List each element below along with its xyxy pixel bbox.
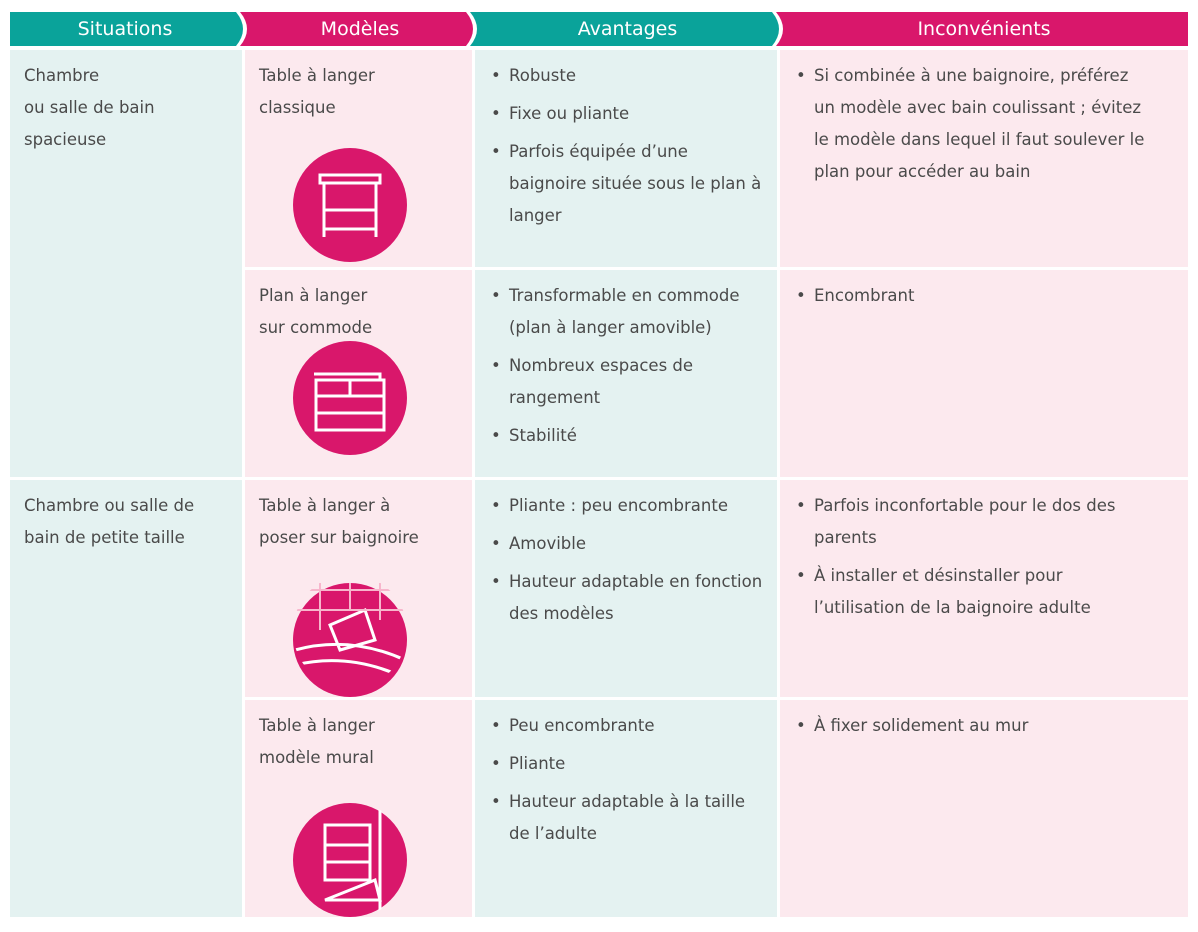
advantage-item: Amovible [489,528,763,560]
drawbacks-list: Parfois inconfortable pour le dos des pa… [794,490,1148,624]
model-name: sur commode [259,318,373,337]
drawbacks-cell: À fixer solidement au mur [780,700,1188,917]
drawbacks-list: À fixer solidement au mur [794,710,1148,742]
illustration [293,583,407,697]
situation-text: spacieuse [24,130,107,149]
advantage-item: Robuste [489,60,763,92]
drawback-item: Encombrant [794,280,1148,312]
header-cell: Situations [77,18,173,40]
header-bg [10,12,1188,46]
advantage-item: Nombreux espaces de rangement [489,350,763,414]
header-cell: Modèles [320,18,400,40]
model-name: classique [259,98,336,117]
advantages-list: Pliante : peu encombrante Amovible Hauteur… [489,490,763,630]
drawbacks-cell: Si combinée à une baignoire, préférez un… [780,50,1188,267]
advantage-item: Transformable en commode (plan à langer … [489,280,763,344]
drawbacks-cell: Parfois inconfortable pour le dos des pa… [780,480,1188,697]
advantages-cell: Transformable en commode (plan à langer … [475,270,777,477]
situation-text: Chambre [24,66,100,85]
model-name: modèle mural [259,748,374,767]
illustration [293,148,407,262]
drawback-item: Parfois inconfortable pour le dos des pa… [794,490,1148,554]
situation-text: Chambre ou salle de [24,496,195,515]
header-cell: Inconvénients [917,18,1051,40]
drawbacks-list: Encombrant [794,280,1148,312]
situation-text: ou salle de bain [24,98,155,117]
advantages-list: Peu encombrante Pliante Hauteur adaptable … [489,710,763,850]
model-name: Table à langer [259,716,375,735]
drawback-item: À fixer solidement au mur [794,710,1148,742]
header-cell: Avantages [577,18,678,40]
drawbacks-cell: Encombrant [780,270,1188,477]
advantage-item: Hauteur adaptable à la taille de l’adult… [489,786,763,850]
advantage-item: Stabilité [489,420,763,452]
advantage-item: Pliante [489,748,763,780]
drawbacks-list: Si combinée à une baignoire, préférez un… [794,60,1148,188]
model-name: Table à langer à [259,496,391,515]
situation-text: bain de petite taille [24,528,185,547]
model-name: Plan à langer [259,286,368,305]
advantage-item: Fixe ou pliante [489,98,763,130]
drawback-item: À installer et désinstaller pour l’utili… [794,560,1148,624]
advantage-item: Hauteur adaptable en fonction des modèle… [489,566,763,630]
illustration [293,803,407,917]
advantage-item: Peu encombrante [489,710,763,742]
advantages-list: Robuste Fixe ou pliante Parfois équipée d’… [489,60,763,232]
advantages-cell: Robuste Fixe ou pliante Parfois équipée d’… [475,50,777,267]
situation-cell: Chambre ou salle de bain de petite taille [10,480,242,917]
advantage-item: Parfois équipée d’une baignoire située s… [489,136,763,232]
advantage-item: Pliante : peu encombrante [489,490,763,522]
drawback-item: Si combinée à une baignoire, préférez un… [794,60,1148,188]
advantages-list: Transformable en commode (plan à langer … [489,280,763,452]
advantages-cell: Pliante : peu encombrante Amovible Hauteur… [475,480,777,697]
advantages-cell: Peu encombrante Pliante Hauteur adaptable … [475,700,777,917]
model-name: poser sur baignoire [259,528,419,547]
model-name: Table à langer [259,66,375,85]
situation-cell: Chambre ou salle de bain spacieuse [10,50,242,477]
illustration [293,341,407,455]
